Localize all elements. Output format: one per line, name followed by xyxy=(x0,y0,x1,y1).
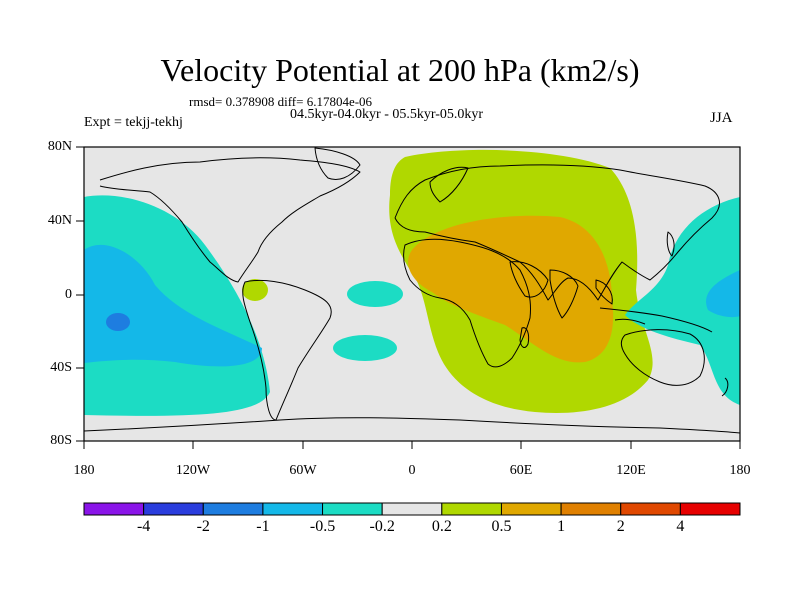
colorbar-swatch xyxy=(83,502,145,516)
colorbar-tick-label: -0.2 xyxy=(369,518,395,535)
colorbar-swatch xyxy=(560,502,622,516)
x-tick-label: 120E xyxy=(616,463,646,478)
contour-positive-0.5 xyxy=(408,215,614,363)
colorbar-swatch xyxy=(620,502,681,516)
y-tick-label: 0 xyxy=(65,287,72,302)
period-label: 04.5kyr-04.0kyr - 05.5kyr-05.0kyr xyxy=(290,107,484,122)
colorbar-swatch xyxy=(679,502,741,516)
colorbar-tick-label: 0.5 xyxy=(491,518,512,535)
contour-positive-small xyxy=(242,279,268,301)
colorbar-swatch xyxy=(500,502,562,516)
season-label: JJA xyxy=(710,110,733,126)
colorbar-tick-label: 1 xyxy=(557,518,566,535)
contour-negative-pacific-core xyxy=(106,313,130,331)
colorbar-tick-label: 0.2 xyxy=(431,518,452,535)
x-tick-label: 180 xyxy=(729,463,751,478)
y-tick-label: 80N xyxy=(47,139,72,154)
colorbar-tick-label: -0.5 xyxy=(309,518,336,535)
colorbar-tick-label: -4 xyxy=(136,518,151,535)
contour-negative-pacific-inner xyxy=(84,244,262,367)
y-tick-label: 40N xyxy=(47,213,72,228)
experiment-label: Expt = tekjj-tekhj xyxy=(84,115,183,130)
contour-negative-atlantic-south xyxy=(333,335,397,361)
contour-negative-westpacific xyxy=(625,197,740,405)
colorbar-tick-label: 2 xyxy=(616,518,625,535)
x-tick-label: 60E xyxy=(509,463,533,478)
y-tick-label: 80S xyxy=(50,433,72,448)
x-tick-label: 180 xyxy=(73,463,95,478)
contour-negative-atlantic-north xyxy=(347,281,403,307)
colorbar-swatch xyxy=(322,502,383,516)
colorbar-tick-label: -1 xyxy=(256,518,270,535)
x-tick-label: 60W xyxy=(289,463,317,478)
coastlines xyxy=(84,147,740,434)
colorbar-swatch xyxy=(381,502,443,516)
map-title: Velocity Potential at 200 hPa (km2/s) xyxy=(160,52,640,88)
colorbar-swatch xyxy=(143,502,204,516)
colorbar-tick-label: 4 xyxy=(676,518,685,535)
x-tick-label: 120W xyxy=(175,463,211,478)
colorbar-swatch xyxy=(202,502,264,516)
colorbar-swatch xyxy=(441,502,502,516)
colorbar xyxy=(83,502,741,516)
stat-line: rmsd= 0.378908 diff= 6.17804e-06 xyxy=(189,94,373,109)
contour-negative-westpacific-inner xyxy=(706,270,740,318)
y-tick-label: 40S xyxy=(50,360,72,375)
colorbar-swatch xyxy=(262,502,324,516)
x-tick-label: 0 xyxy=(408,463,416,478)
axis-ticks xyxy=(76,146,741,449)
colorbar-tick-label: -2 xyxy=(196,518,210,535)
